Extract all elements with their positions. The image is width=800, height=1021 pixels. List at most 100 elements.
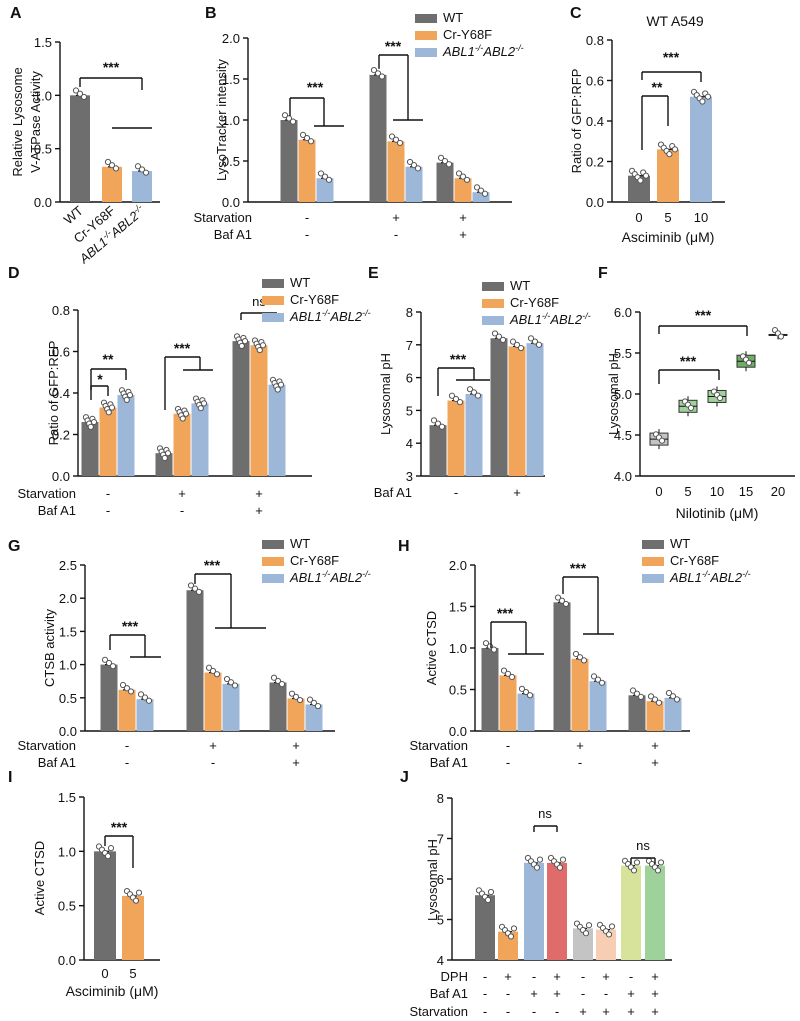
bar-g2-1 xyxy=(454,178,472,202)
data-point xyxy=(410,162,418,169)
legend-label-abl: ABL1-/-ABL2-/- xyxy=(289,308,371,324)
data-point xyxy=(654,867,662,874)
data-point xyxy=(127,688,135,695)
data-point xyxy=(414,165,422,172)
row-label: Starvation xyxy=(17,486,76,501)
data-point xyxy=(517,344,525,352)
data-point xyxy=(134,163,142,170)
data-point xyxy=(123,396,130,403)
bar-g0-2 xyxy=(316,178,334,202)
y-tick-label: 0.6 xyxy=(586,74,604,89)
bar-2 xyxy=(132,171,152,202)
legend-label: Cr-Y68F xyxy=(443,27,492,42)
sign-label: - xyxy=(581,986,585,1001)
data-point xyxy=(687,404,695,411)
sign-label: - xyxy=(454,485,458,500)
y-tick-label: 7 xyxy=(437,832,444,847)
legend-label: Cr-Y68F xyxy=(510,295,559,310)
sig-label: *** xyxy=(385,38,402,54)
bar-g1-0 xyxy=(186,590,204,731)
bar-g0-0 xyxy=(280,120,298,202)
legend-tspan: -/- xyxy=(702,569,711,579)
bar-g1-0 xyxy=(490,338,508,476)
legend-label: WT xyxy=(290,536,310,551)
legend-tspan: ABL1 xyxy=(509,312,542,327)
data-point xyxy=(665,689,673,697)
x-tick-label: 5 xyxy=(664,210,671,225)
data-point xyxy=(132,897,140,904)
legend-tspan: ABL2 xyxy=(549,312,583,327)
data-point xyxy=(673,696,681,703)
sign-label: - xyxy=(180,503,184,518)
sig-label: *** xyxy=(307,79,324,95)
sign-label: + xyxy=(602,1004,610,1019)
data-point xyxy=(456,399,464,406)
data-point xyxy=(142,169,150,176)
legend-tspan: ABL1 xyxy=(669,570,702,585)
sign-label: - xyxy=(305,210,309,225)
bar-g0-2 xyxy=(517,693,535,731)
row-label: Baf A1 xyxy=(38,755,76,770)
bar-g1-2 xyxy=(222,683,240,731)
sign-label: + xyxy=(459,227,467,242)
data-point xyxy=(259,342,267,349)
bar-g1-0 xyxy=(553,602,571,731)
sig-label: * xyxy=(97,371,103,387)
data-point xyxy=(145,697,153,704)
data-point xyxy=(438,423,446,430)
sign-label: - xyxy=(125,755,129,770)
legend-swatch xyxy=(482,316,504,325)
sign-label: + xyxy=(651,986,659,1001)
y-tick-label: 0.5 xyxy=(222,154,240,169)
data-point xyxy=(281,112,289,119)
data-point xyxy=(299,131,307,138)
data-point xyxy=(278,681,286,688)
bar-7 xyxy=(645,865,665,960)
sign-label: + xyxy=(576,738,584,753)
data-point xyxy=(487,888,495,896)
data-point xyxy=(704,93,712,100)
data-point xyxy=(658,437,666,444)
data-point xyxy=(321,173,329,180)
panel-label: A xyxy=(10,5,22,22)
y-axis-label: Active CTSD xyxy=(424,611,439,685)
sign-label: + xyxy=(209,738,217,753)
row-label: Baf A1 xyxy=(38,503,76,518)
y-tick-label: 0.0 xyxy=(58,953,76,968)
sig-label: *** xyxy=(695,307,712,323)
sig-label: ** xyxy=(103,351,114,367)
legend-label: WT xyxy=(510,278,530,293)
data-point xyxy=(490,646,498,653)
data-point xyxy=(481,190,489,197)
y-tick-label: 1.0 xyxy=(59,658,77,673)
bar-g2-2 xyxy=(664,697,682,731)
data-point xyxy=(164,450,172,457)
y-tick-label: 2.0 xyxy=(449,558,467,573)
legend-tspan: ABL2 xyxy=(709,570,743,585)
y-tick-label: 0.5 xyxy=(34,142,52,157)
data-point xyxy=(437,154,445,161)
y-axis-label: Relative Lysosome xyxy=(10,67,25,176)
y-tick-label: 0.8 xyxy=(52,303,70,318)
data-point xyxy=(509,338,517,345)
sign-label: - xyxy=(106,503,110,518)
data-point xyxy=(633,859,641,866)
data-point xyxy=(637,177,644,184)
legend-swatch xyxy=(262,296,284,305)
data-point xyxy=(594,676,602,683)
data-point xyxy=(314,702,322,710)
bar-g1-1 xyxy=(173,413,191,476)
y-tick-label: 3 xyxy=(406,469,413,484)
panel-label: C xyxy=(570,5,582,22)
data-point xyxy=(508,673,516,681)
sign-label: - xyxy=(211,755,215,770)
y-axis-label: Lysosomal pH xyxy=(378,353,393,435)
bar-g2-0 xyxy=(269,682,287,731)
data-point xyxy=(463,176,471,183)
x-tick-label: 0 xyxy=(655,484,662,499)
legend-swatch xyxy=(642,574,664,583)
data-point xyxy=(135,889,143,896)
x-axis-label: Asciminib (μM) xyxy=(622,229,715,245)
y-tick-label: 0.0 xyxy=(449,724,467,739)
data-point xyxy=(477,187,485,194)
